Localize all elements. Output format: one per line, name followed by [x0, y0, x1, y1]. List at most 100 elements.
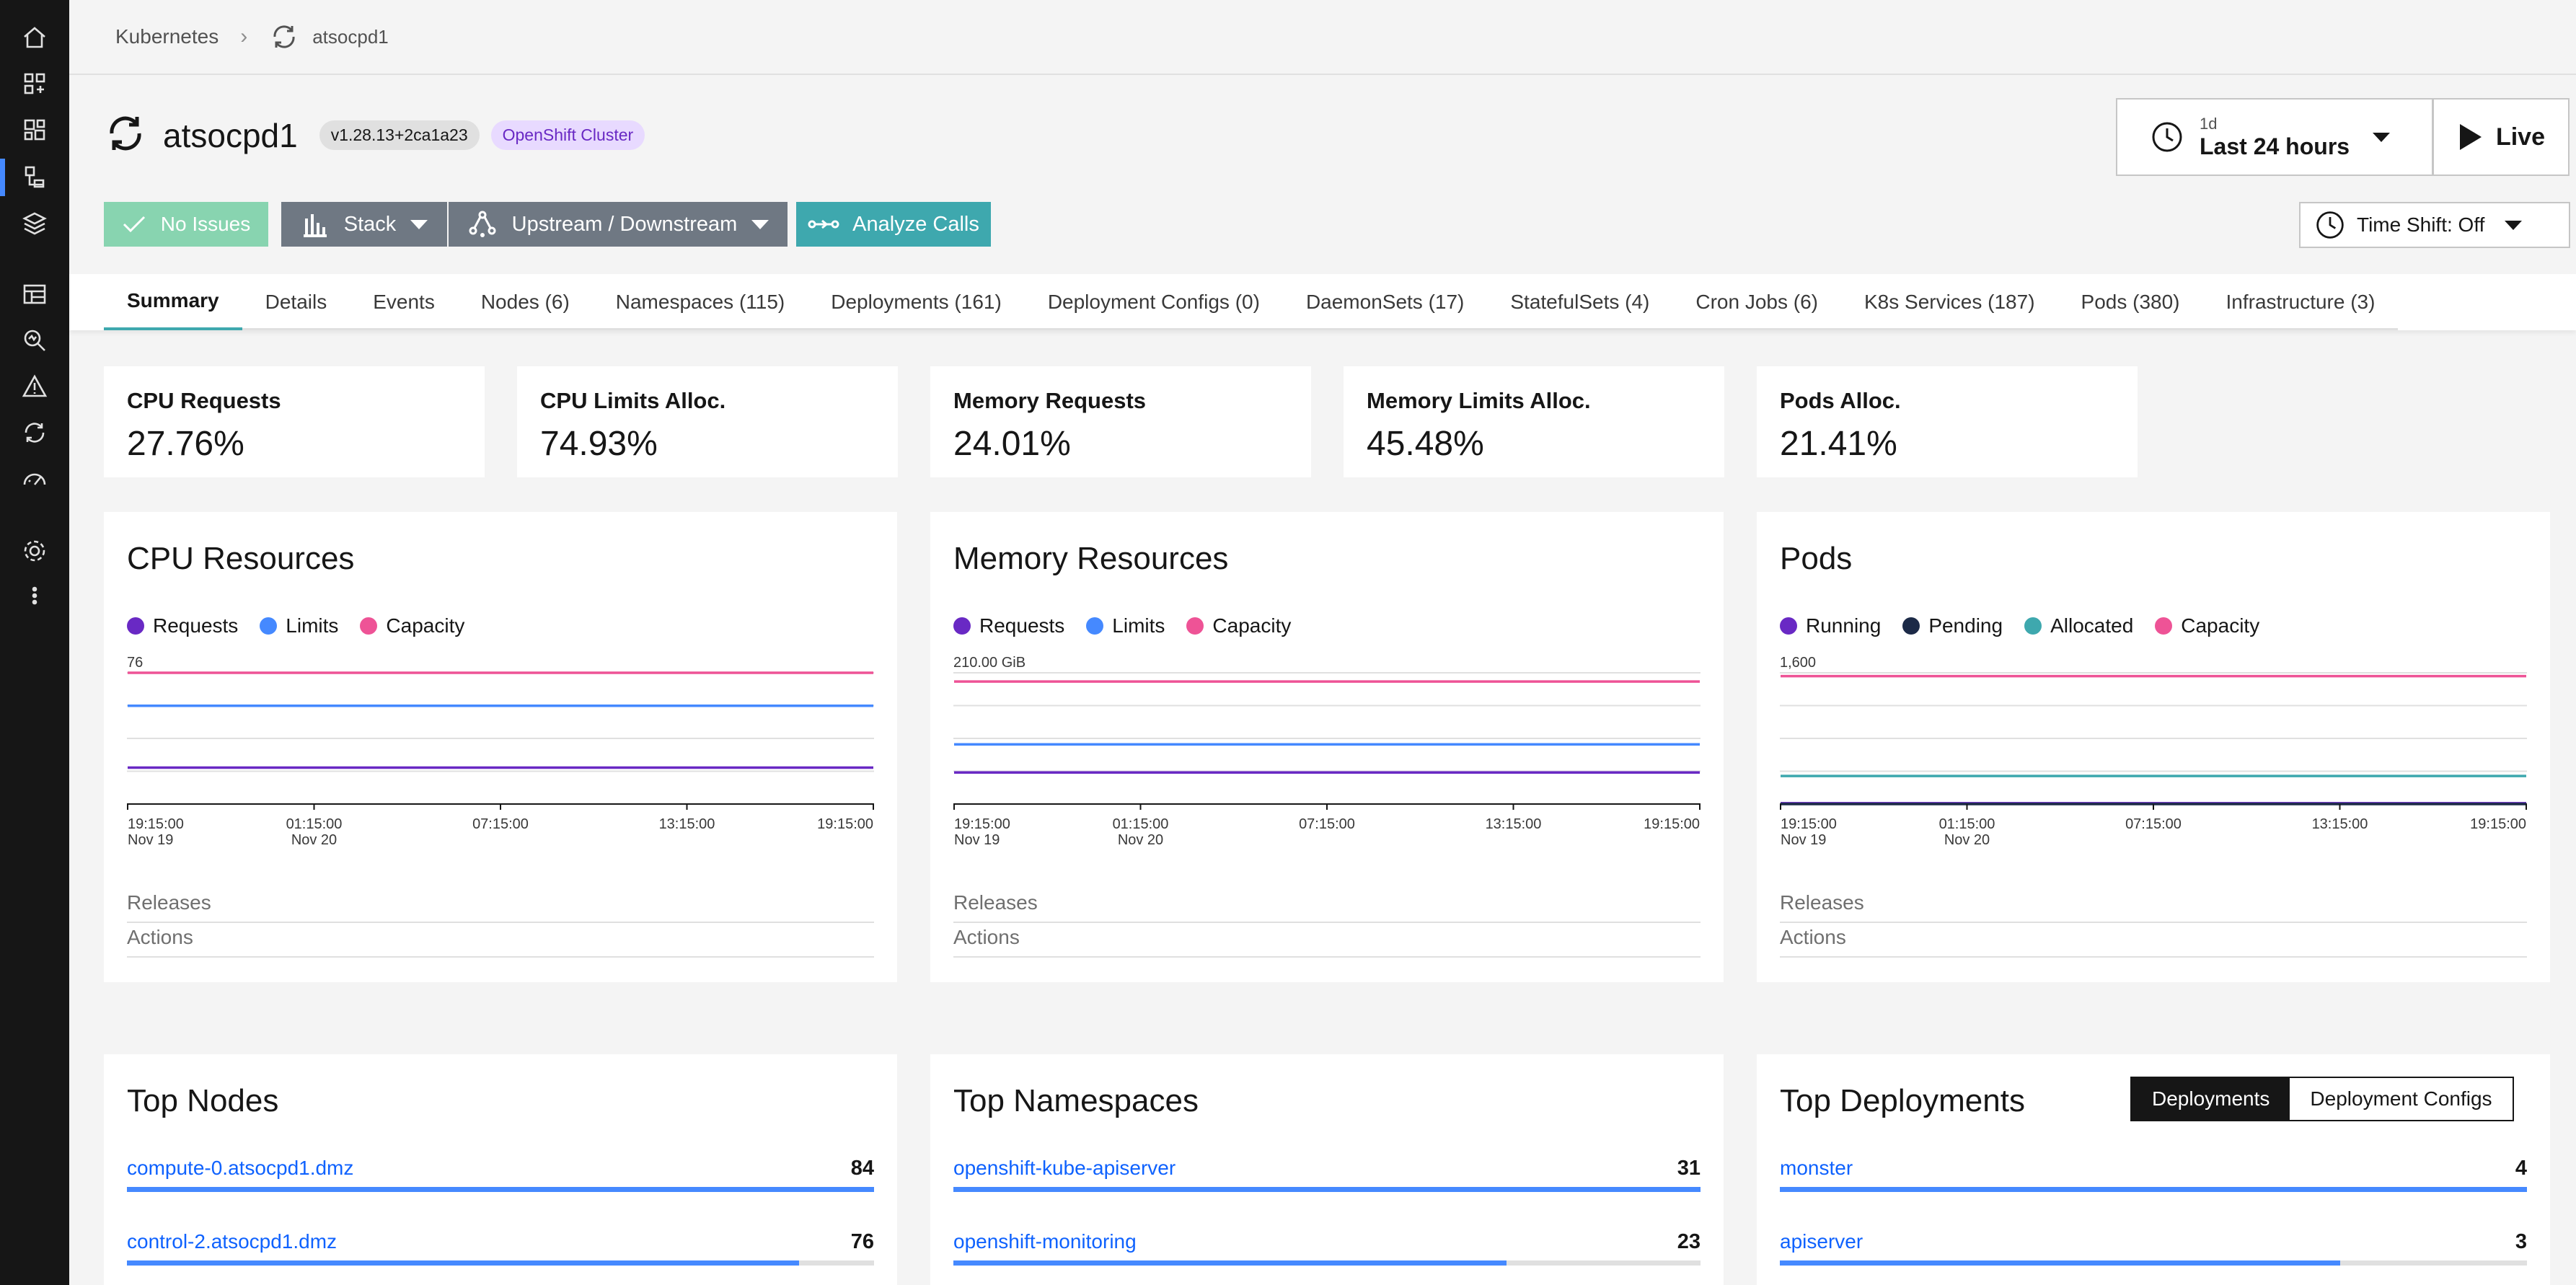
top-item-name[interactable]: compute-0.atsocpd1.dmz — [127, 1157, 354, 1179]
releases-row[interactable]: Releases — [1780, 888, 2527, 923]
services-icon[interactable] — [16, 111, 53, 149]
tab-namespaces-115[interactable]: Namespaces (115) — [615, 291, 785, 313]
tab-deployment-configs-0[interactable]: Deployment Configs (0) — [1047, 291, 1260, 313]
memory-resources-card: Memory Resources Requests Limits Capacity 21… — [930, 512, 1724, 982]
cluster-icon — [104, 112, 147, 159]
legend-item[interactable]: Limits — [260, 614, 338, 637]
legend-item[interactable]: Capacity — [1186, 614, 1291, 637]
analyze-calls-button[interactable]: Analyze Calls — [796, 202, 991, 247]
dashboards-icon[interactable] — [16, 275, 53, 313]
legend-item[interactable]: Allocated — [2024, 614, 2133, 637]
legend-item[interactable]: Capacity — [360, 614, 464, 637]
tab-daemonsets-17[interactable]: DaemonSets (17) — [1305, 291, 1465, 313]
platforms-icon[interactable] — [16, 205, 53, 242]
x-tick-label: 07:15:00 — [2125, 816, 2182, 832]
legend-label: Capacity — [1212, 614, 1292, 637]
legend-item[interactable]: Capacity — [2155, 614, 2259, 637]
home-icon[interactable] — [16, 19, 53, 56]
top-item-name[interactable]: openshift-kube-apiserver — [953, 1157, 1176, 1179]
toggle-deployments[interactable]: Deployments — [2132, 1078, 2290, 1120]
top-nodes-card: Top Nodes compute-0.atsocpd1.dmz 84 contr… — [104, 1054, 897, 1285]
legend-item[interactable]: Running — [1780, 614, 1881, 637]
bar-fill — [127, 1260, 800, 1266]
top-item-name[interactable]: openshift-monitoring — [953, 1230, 1137, 1253]
list-item[interactable]: apiserver 3 — [1780, 1230, 2527, 1266]
kpi-value: 45.48% — [1367, 425, 1484, 463]
toggle-deployment-configs[interactable]: Deployment Configs — [2310, 1087, 2492, 1110]
tab-cron-jobs-6[interactable]: Cron Jobs (6) — [1695, 291, 1818, 313]
legend-dot — [127, 617, 144, 635]
time-range-picker[interactable]: 1d Last 24 hours — [2116, 98, 2433, 176]
actions-row[interactable]: Actions — [953, 923, 1701, 958]
legend-dot — [2155, 617, 2173, 635]
live-label: Live — [2495, 123, 2546, 151]
x-tick-label: 07:15:00 — [1299, 816, 1355, 832]
list-item[interactable]: openshift-monitoring 23 — [953, 1230, 1701, 1266]
legend-item[interactable]: Requests — [953, 614, 1064, 637]
tab-deployments-161[interactable]: Deployments (161) — [831, 291, 1002, 313]
x-tick-label: 13:15:00 — [659, 816, 715, 832]
tab-infrastructure-3[interactable]: Infrastructure (3) — [2226, 291, 2376, 313]
list-item[interactable]: monster 4 — [1780, 1157, 2527, 1192]
legend-dot — [1186, 617, 1204, 635]
legend-item[interactable]: Requests — [127, 614, 238, 637]
tab-events[interactable]: Events — [373, 291, 435, 313]
legend-dot — [1086, 617, 1104, 635]
breadcrumb-root-link[interactable]: Kubernetes — [115, 25, 219, 48]
actions-row[interactable]: Actions — [1780, 923, 2527, 958]
top-namespaces-card: Top Namespaces openshift-kube-apiserver 3… — [930, 1054, 1724, 1285]
applications-icon[interactable] — [16, 65, 53, 102]
stack-icon — [303, 214, 327, 237]
top-item-name[interactable]: monster — [1780, 1157, 1853, 1179]
time-shift-dropdown[interactable]: Time Shift: Off — [2299, 202, 2570, 248]
x-tick-label: 19:15:00 — [128, 816, 184, 832]
tab-list: Summary Details Events Nodes (6) Namespaces … — [104, 274, 2399, 330]
bar-fill — [953, 1260, 1507, 1266]
actions-row[interactable]: Actions — [127, 923, 874, 958]
kpi-tile: Pods Alloc. 21.41% — [1757, 366, 2138, 477]
top-item-value: 31 — [1677, 1157, 1701, 1180]
legend-item[interactable]: Pending — [1902, 614, 2003, 637]
analytics-icon[interactable] — [16, 322, 53, 359]
upstream-downstream-dropdown[interactable]: Upstream / Downstream — [449, 202, 788, 247]
bar-fill — [953, 1187, 1701, 1192]
legend-label: Capacity — [2181, 614, 2260, 637]
releases-row[interactable]: Releases — [953, 888, 1701, 923]
website-monitoring-icon[interactable] — [16, 460, 53, 498]
kpi-value: 21.41% — [1780, 425, 1897, 463]
list-item[interactable]: control-2.atsocpd1.dmz 76 — [127, 1230, 874, 1266]
list-item[interactable]: openshift-kube-apiserver 31 — [953, 1157, 1701, 1192]
top-item-name[interactable]: control-2.atsocpd1.dmz — [127, 1230, 338, 1253]
kpi-tile: Memory Requests 24.01% — [930, 366, 1311, 477]
legend-item[interactable]: Limits — [1086, 614, 1165, 637]
synthetic-monitoring-icon[interactable] — [16, 414, 53, 451]
no-issues-button[interactable]: No Issues — [104, 202, 268, 247]
chevron-down-icon — [751, 219, 769, 229]
dependency-graph-icon — [469, 211, 496, 237]
bar-fill — [127, 1187, 874, 1192]
more-options-icon[interactable] — [16, 577, 53, 614]
settings-gear-icon[interactable] — [16, 532, 53, 570]
tab-details[interactable]: Details — [265, 291, 327, 313]
clock-icon — [2152, 122, 2182, 152]
top-item-name[interactable]: apiserver — [1780, 1230, 1863, 1253]
tab-pods-380[interactable]: Pods (380) — [2081, 291, 2180, 313]
events-warning-icon[interactable] — [16, 368, 53, 405]
top-item-value: 76 — [850, 1230, 874, 1253]
tab-summary[interactable]: Summary — [104, 274, 242, 330]
legend-label: Capacity — [386, 614, 465, 637]
live-button[interactable]: Live — [2432, 98, 2570, 176]
list-item[interactable]: compute-0.atsocpd1.dmz 84 — [127, 1157, 874, 1192]
infrastructure-icon[interactable] — [16, 159, 53, 196]
kpi-value: 74.93% — [540, 425, 658, 463]
tab-k8s-services-187[interactable]: K8s Services (187) — [1863, 291, 2035, 313]
stack-label: Stack — [343, 212, 397, 236]
stack-dropdown[interactable]: Stack — [281, 202, 447, 247]
releases-row[interactable]: Releases — [127, 888, 874, 923]
tab-nodes-6[interactable]: Nodes (6) — [480, 291, 570, 313]
legend-label: Limits — [286, 614, 339, 637]
legend-label: Requests — [153, 614, 239, 637]
tab-statefulsets-4[interactable]: StatefulSets (4) — [1510, 291, 1650, 313]
side-navigation — [0, 0, 69, 1285]
cluster-type-tag: OpenShift Cluster — [490, 120, 645, 150]
